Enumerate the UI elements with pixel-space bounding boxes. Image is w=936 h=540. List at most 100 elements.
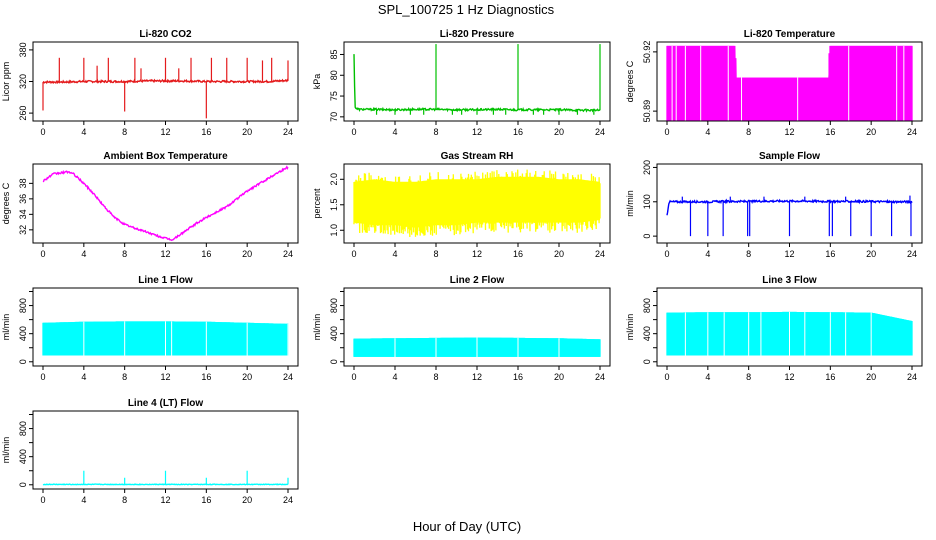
y-tick-label: 400	[329, 326, 339, 341]
y-tick-label: 1.5	[329, 199, 339, 212]
x-tick-label: 20	[242, 127, 252, 137]
x-tick-label: 24	[595, 127, 605, 137]
y-tick-label: 0	[18, 359, 28, 364]
x-tick-label: 16	[825, 249, 835, 259]
y-tick-label: 75	[329, 91, 339, 101]
series-licor_temp-fill	[667, 45, 912, 121]
y-axis-label: degrees C	[1, 182, 11, 224]
x-tick-label: 20	[554, 127, 564, 137]
x-tick-label: 12	[472, 249, 482, 259]
y-axis-label: ml/min	[625, 314, 635, 341]
plot-area	[666, 311, 913, 357]
x-tick-label: 0	[664, 372, 669, 382]
panel-title: Li-820 CO2	[139, 29, 192, 40]
x-tick-label: 20	[242, 249, 252, 259]
x-tick-label: 8	[433, 127, 438, 137]
plot-area	[42, 321, 289, 357]
x-tick-label: 8	[122, 372, 127, 382]
x-tick-label: 24	[283, 127, 293, 137]
x-tick-label: 16	[201, 127, 211, 137]
panel-title: Line 2 Flow	[450, 275, 505, 286]
x-tick-label: 16	[513, 372, 523, 382]
panel-co2: Li-820 CO2 0 4 8 12 16 20 24 260 320 380 Licor ppm	[1, 29, 299, 137]
x-tick-label: 12	[784, 127, 794, 137]
y-tick-label: 400	[18, 449, 28, 464]
y-tick-label: 0	[642, 359, 652, 364]
panel-licor_temp: Li-820 Temperature 0 4 8 12 16 20 24 50.89 50.92 d…	[625, 29, 923, 137]
y-tick-label: 320	[18, 74, 28, 89]
x-tick-label: 24	[283, 249, 293, 259]
y-tick-label: 85	[329, 49, 339, 59]
x-tick-label: 12	[472, 127, 482, 137]
plot-area	[666, 195, 913, 237]
y-tick-label: 0	[329, 359, 339, 364]
y-tick-label: 70	[329, 112, 339, 122]
x-tick-label: 4	[81, 127, 86, 137]
plot-area	[666, 45, 913, 121]
y-tick-label: 50.89	[642, 100, 652, 123]
x-tick-label: 12	[160, 249, 170, 259]
x-tick-label: 12	[160, 127, 170, 137]
x-tick-label: 24	[595, 249, 605, 259]
panel-ambient_temp: Ambient Box Temperature 0 4 8 12 16 20 24 32 34 36…	[1, 151, 299, 259]
x-tick-label: 8	[746, 127, 751, 137]
y-tick-label: 1.0	[329, 224, 339, 237]
x-tick-label: 8	[433, 249, 438, 259]
x-tick-label: 0	[664, 249, 669, 259]
y-tick-label: 380	[18, 42, 28, 57]
y-tick-label: 32	[18, 225, 28, 235]
panel-rh: Gas Stream RH 0 4 8 12 16 20 24 1.0 1.5 2.0 percent	[312, 151, 611, 259]
x-tick-label: 12	[160, 372, 170, 382]
plot-area	[353, 337, 601, 358]
panel-title: Line 3 Flow	[762, 275, 817, 286]
x-tick-label: 16	[201, 495, 211, 505]
x-tick-label: 8	[122, 495, 127, 505]
x-tick-label: 8	[122, 249, 127, 259]
panel-title: Line 4 (LT) Flow	[128, 398, 204, 409]
x-tick-label: 0	[40, 495, 45, 505]
y-tick-label: 400	[642, 326, 652, 341]
y-axis-label: ml/min	[312, 314, 322, 341]
series-rh-fill	[354, 176, 600, 228]
figure-xlabel: Hour of Day (UTC)	[413, 519, 521, 534]
x-tick-label: 0	[351, 127, 356, 137]
y-tick-label: 800	[642, 298, 652, 313]
y-tick-label: 800	[329, 298, 339, 313]
x-tick-label: 4	[705, 372, 710, 382]
series-pressure-line	[353, 54, 601, 113]
x-tick-label: 0	[40, 127, 45, 137]
panel-sample_flow: Sample Flow 0 4 8 12 16 20 24 0 100 200 ml/min	[625, 151, 923, 259]
plot-area	[353, 44, 601, 115]
x-tick-label: 0	[351, 249, 356, 259]
y-axis-label: ml/min	[1, 437, 11, 464]
x-tick-label: 12	[784, 372, 794, 382]
y-tick-label: 34	[18, 209, 28, 219]
x-tick-label: 8	[746, 372, 751, 382]
x-tick-label: 4	[392, 249, 397, 259]
x-tick-label: 24	[907, 249, 917, 259]
panel-title: Li-820 Pressure	[440, 29, 515, 40]
x-tick-label: 20	[554, 372, 564, 382]
panel-pressure: Li-820 Pressure 0 4 8 12 16 20 24 70 75 80 85 kPa	[312, 29, 611, 137]
x-tick-label: 8	[122, 127, 127, 137]
y-tick-label: 100	[642, 194, 652, 209]
x-tick-label: 8	[746, 249, 751, 259]
y-tick-label: 800	[18, 298, 28, 313]
x-tick-label: 4	[705, 249, 710, 259]
x-tick-label: 16	[201, 249, 211, 259]
panel-title: Li-820 Temperature	[744, 29, 836, 40]
y-tick-label: 200	[642, 160, 652, 175]
x-tick-label: 24	[907, 127, 917, 137]
y-tick-label: 0	[642, 234, 652, 239]
x-tick-label: 20	[554, 249, 564, 259]
panel-frame	[32, 163, 299, 244]
x-tick-label: 0	[40, 249, 45, 259]
plot-area	[42, 470, 289, 486]
x-tick-label: 0	[664, 127, 669, 137]
y-tick-label: 36	[18, 194, 28, 204]
plot-area	[42, 57, 289, 119]
x-tick-label: 4	[392, 127, 397, 137]
panel-title: Sample Flow	[759, 151, 820, 162]
